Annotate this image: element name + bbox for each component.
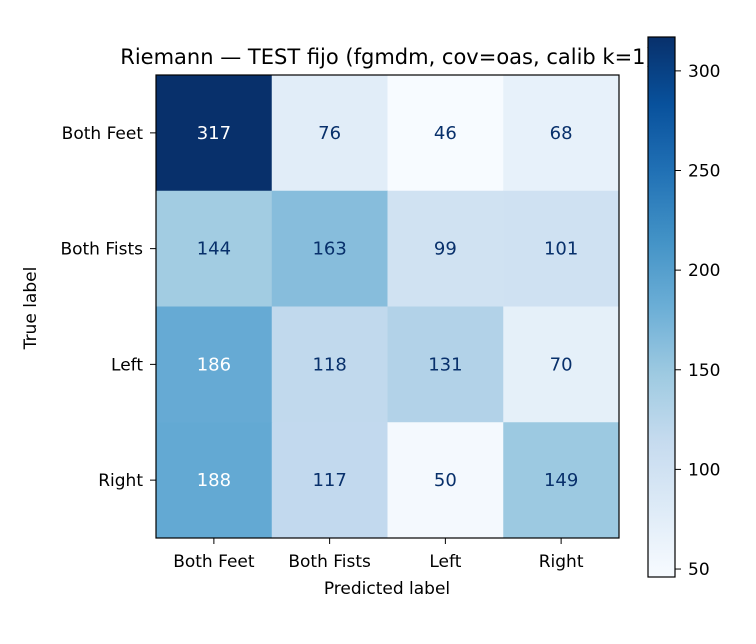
cell-value-label: 144: [197, 239, 231, 260]
cell-value-label: 186: [197, 354, 231, 375]
colorbar-tick-label: 200: [688, 261, 720, 281]
x-tick-label: Both Feet: [173, 552, 255, 572]
cell-value-label: 70: [550, 354, 573, 375]
colorbar-tick-label: 100: [688, 460, 720, 480]
colorbar-tick-label: 50: [688, 560, 710, 580]
x-axis-ticks: Both Feet Both Fists Left Right: [173, 538, 584, 572]
colorbar-tick-label: 150: [688, 361, 720, 381]
cell-value-label: 317: [197, 123, 231, 144]
cell-value-label: 68: [550, 123, 573, 144]
y-tick-label: Both Fists: [60, 240, 143, 260]
colorbar-tick-label: 250: [688, 162, 720, 182]
y-axis-ticks: Both Feet Both Fists Left Right: [60, 124, 156, 491]
x-axis-label: Predicted label: [324, 579, 450, 599]
cell-value-label: 76: [318, 123, 341, 144]
y-tick-label: Right: [98, 471, 143, 491]
cell-value-label: 50: [434, 470, 457, 491]
cell-value-label: 101: [544, 239, 578, 260]
cell-value-label: 149: [544, 470, 578, 491]
cell-value-label: 118: [312, 354, 346, 375]
colorbar-tick-label: 300: [688, 62, 720, 82]
cell-value-label: 131: [428, 354, 462, 375]
x-tick-label: Left: [429, 552, 461, 572]
cell-value-label: 46: [434, 123, 457, 144]
chart-title: Riemann — TEST fijo (fgmdm, cov=oas, cal…: [120, 45, 654, 69]
x-tick-label: Right: [539, 552, 584, 572]
cell-value-label: 99: [434, 239, 457, 260]
y-tick-label: Left: [111, 355, 143, 375]
matrix-cells: [156, 75, 620, 539]
cell-value-label: 188: [197, 470, 231, 491]
cell-value-label: 117: [312, 470, 346, 491]
colorbar-ticks: 50 100 150 200 250 300: [675, 62, 720, 580]
y-tick-label: Both Feet: [62, 124, 144, 144]
y-axis-label: True label: [21, 267, 41, 351]
colorbar: [648, 37, 675, 577]
cell-value-label: 163: [312, 239, 346, 260]
x-tick-label: Both Fists: [288, 552, 371, 572]
